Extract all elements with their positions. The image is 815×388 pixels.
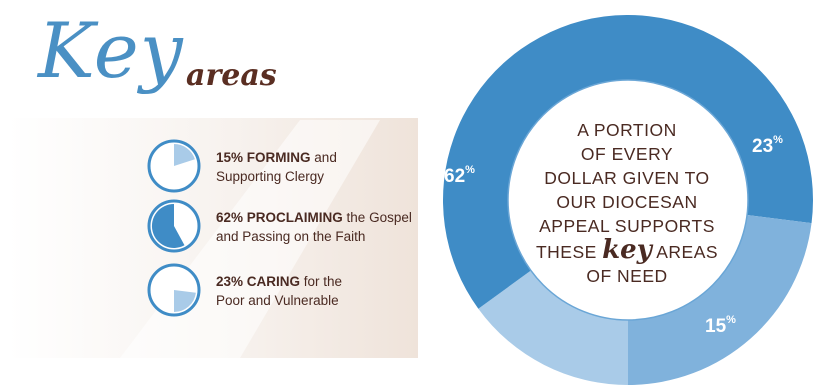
- center-line-4: OUR DIOCESAN: [556, 192, 698, 212]
- legend-line2-caring: Poor and Vulnerable: [216, 293, 339, 308]
- pie-icon-caring: [147, 263, 201, 317]
- legend-keyword-caring: CARING: [246, 274, 301, 289]
- legend-pct-forming: 15%: [216, 150, 244, 165]
- slice-label-caring: 23%: [752, 134, 783, 157]
- slice-label-forming: 15%: [705, 314, 736, 337]
- pie-icon-forming-slice: [174, 144, 195, 166]
- legend-line2-forming: Supporting Clergy: [216, 169, 325, 184]
- center-line-6: THESE key AREAS: [535, 235, 719, 265]
- legend-item-proclaiming: 62% PROCLAIMING the Gospel and Passing o…: [146, 198, 446, 258]
- center-key-word: key: [602, 235, 652, 265]
- pie-icon-forming: [147, 139, 201, 193]
- heading-key: Key: [38, 6, 184, 95]
- legend-line2-proclaiming: and Passing on the Faith: [216, 229, 366, 244]
- center-line-2: OF EVERY: [580, 144, 674, 164]
- legend-text-proclaiming: 62% PROCLAIMING the Gospel and Passing o…: [216, 208, 412, 246]
- slice-label-proclaiming: 62%: [444, 164, 475, 187]
- pie-icon-caring-slice: [174, 290, 196, 313]
- donut-slice-forming: [478, 270, 628, 385]
- pie-icon-proclaiming: [147, 199, 201, 253]
- legend-item-caring: 23% CARING for the Poor and Vulnerable: [146, 262, 446, 322]
- legend-text-caring: 23% CARING for the Poor and Vulnerable: [216, 272, 342, 310]
- legend-keyword-proclaiming: PROCLAIMING: [246, 210, 343, 225]
- legend-rest-caring: for the: [300, 274, 343, 289]
- donut-center-text: A PORTION OF EVERY DOLLAR GIVEN TO OUR D…: [530, 118, 724, 288]
- legend-keyword-forming: FORMING: [246, 150, 311, 165]
- center-line-5: APPEAL SUPPORTS: [539, 216, 715, 236]
- legend-pct-proclaiming: 62%: [216, 210, 244, 225]
- legend-item-forming: 15% FORMING and Supporting Clergy: [146, 138, 446, 198]
- center-line-7: OF NEED: [586, 266, 668, 286]
- donut-slice-proclaiming: [443, 14, 813, 309]
- donut-slice-caring: [628, 215, 812, 385]
- legend-rest-proclaiming: the Gospel: [342, 210, 412, 225]
- legend-rest-forming: and: [310, 150, 337, 165]
- heading-areas: areas: [186, 58, 277, 93]
- legend-pct-caring: 23%: [216, 274, 244, 289]
- legend-text-forming: 15% FORMING and Supporting Clergy: [216, 148, 337, 186]
- donut-hole: [507, 79, 749, 321]
- center-line-3: DOLLAR GIVEN TO: [544, 168, 710, 188]
- center-line-1: A PORTION: [577, 120, 677, 140]
- pie-icon-proclaiming-slice: [151, 203, 185, 248]
